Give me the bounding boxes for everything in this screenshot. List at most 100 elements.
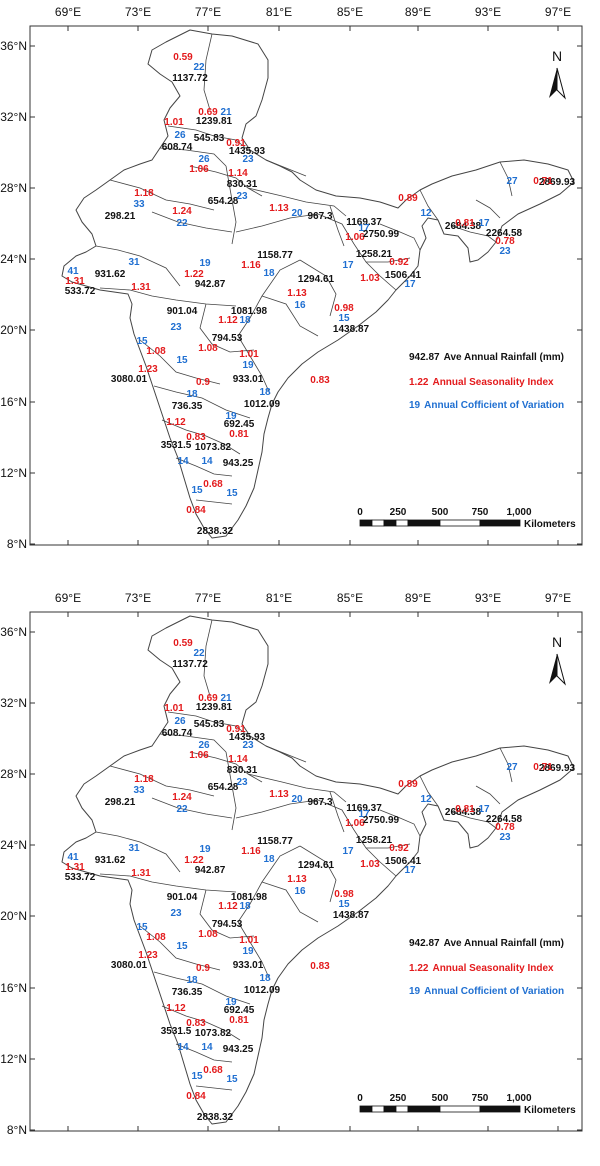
latitude-label: 20°N: [0, 323, 27, 337]
cv-value: 18: [186, 975, 198, 986]
state-boundary: [225, 751, 237, 831]
scale-segment: [359, 519, 373, 527]
rainfall-value: 2750.99: [363, 815, 400, 826]
seasonality-value: 0.9: [196, 963, 210, 974]
cv-value: 18: [186, 389, 198, 400]
seasonality-value: 0.83: [310, 375, 330, 386]
seasonality-value: 1.23: [138, 950, 158, 961]
cv-value: 17: [478, 804, 490, 815]
rainfall-value: 1081.98: [231, 892, 268, 903]
rainfall-value: 1239.81: [196, 116, 233, 127]
cv-value: 18: [239, 315, 251, 326]
rainfall-value: 692.45: [224, 1005, 255, 1016]
cv-value: 22: [176, 804, 188, 815]
seasonality-value: 0.81: [455, 218, 475, 229]
rainfall-value: 533.72: [65, 872, 96, 883]
cv-value: 15: [176, 941, 188, 952]
cv-value: 17: [478, 218, 490, 229]
legend-cv-text: Annual Cofficient of Variation: [424, 400, 564, 411]
seasonality-value: 1.08: [198, 929, 218, 940]
state-boundary: [99, 873, 237, 893]
state-boundary: [95, 245, 181, 287]
seasonality-value: 1.16: [241, 846, 261, 857]
seasonality-value: 0.92: [389, 257, 409, 268]
seasonality-value: 0.9: [196, 377, 210, 388]
longitude-label: 85°E: [337, 5, 363, 19]
legend-rainfall-text: Ave Annual Rainfall (mm): [444, 352, 564, 363]
cv-value: 33: [133, 199, 145, 210]
rainfall-value: 931.62: [95, 855, 126, 866]
state-boundary: [299, 845, 337, 903]
seasonality-value: 1.18: [134, 188, 154, 199]
scale-unit: Kilometers: [524, 1105, 576, 1116]
state-boundary: [451, 811, 497, 829]
seasonality-value: 0.78: [495, 822, 515, 833]
seasonality-value: 1.31: [65, 276, 85, 287]
seasonality-value: 0.83: [310, 961, 330, 972]
state-boundary: [265, 159, 307, 177]
rainfall-value: 692.45: [224, 419, 255, 430]
scale-tick-label: 250: [390, 507, 407, 518]
state-boundary: [95, 831, 181, 873]
cv-value: 15: [226, 488, 238, 499]
cv-value: 21: [220, 107, 232, 118]
seasonality-value: 0.92: [389, 843, 409, 854]
scale-segment: [479, 519, 521, 527]
state-boundary: [203, 619, 213, 697]
rainfall-value: 2838.32: [197, 1112, 234, 1123]
rainfall-value: 2684.38: [445, 807, 482, 818]
legend-seasonality-text: Annual Seasonality Index: [432, 963, 554, 974]
legend-cv-text: Annual Cofficient of Variation: [424, 986, 564, 997]
latitude-label: 8°N: [7, 1123, 27, 1137]
rainfall-value: 943.25: [223, 458, 254, 469]
legend-cv-value: 19: [409, 986, 421, 997]
rainfall-value: 943.25: [223, 1044, 254, 1055]
state-boundary: [235, 799, 355, 831]
legend-seasonality-value: 1.22: [409, 963, 429, 974]
rainfall-value: 1258.21: [356, 835, 393, 846]
scale-segment: [395, 519, 409, 527]
scale-tick-label: 0: [357, 1093, 363, 1104]
rainfall-value: 933.01: [233, 374, 264, 385]
cv-value: 23: [236, 191, 248, 202]
seasonality-value: 1.01: [164, 703, 184, 714]
state-boundary: [153, 385, 251, 419]
rainfall-value: 298.21: [105, 797, 136, 808]
cv-value: 20: [291, 794, 303, 805]
cv-value: 17: [358, 809, 370, 820]
cv-value: 31: [128, 843, 140, 854]
state-boundary: [419, 189, 439, 221]
seasonality-value: 0.83: [186, 432, 206, 443]
state-boundary: [247, 773, 347, 803]
seasonality-value: 0.89: [398, 779, 418, 790]
cv-value: 14: [201, 456, 213, 467]
cv-value: 15: [338, 899, 350, 910]
north-arrow-icon: [549, 653, 566, 686]
seasonality-value: 0.98: [334, 889, 354, 900]
state-boundary: [499, 161, 513, 197]
rainfall-value: 942.87: [195, 865, 226, 876]
latitude-label: 36°N: [0, 625, 27, 639]
state-boundary: [139, 925, 221, 971]
latitude-label: 12°N: [0, 1052, 27, 1066]
seasonality-value: 0.78: [495, 236, 515, 247]
seasonality-value: 1.01: [239, 349, 259, 360]
scale-tick-label: 750: [472, 507, 489, 518]
seasonality-value: 0.69: [198, 693, 218, 704]
map-panel-bottom: 69°E 73°E 77°E 81°E 85°E 89°E 93°E 97°E 36°N 32°N…: [0, 586, 600, 1161]
state-boundary: [235, 213, 355, 245]
state-boundary: [189, 751, 263, 783]
state-boundary: [353, 243, 397, 291]
rainfall-value: 1137.72: [172, 73, 208, 84]
rainfall-value: 533.72: [65, 286, 96, 297]
seasonality-value: 1.31: [131, 282, 151, 293]
seasonality-value: 1.16: [241, 260, 261, 271]
state-boundary: [499, 747, 513, 783]
legend-cv: 19 Annual Cofficient of Variation: [409, 400, 564, 411]
latitude-label: 24°N: [0, 252, 27, 266]
longitude-label: 81°E: [266, 5, 292, 19]
state-boundary: [366, 843, 411, 849]
cv-value: 23: [170, 908, 182, 919]
state-boundary: [237, 921, 271, 981]
